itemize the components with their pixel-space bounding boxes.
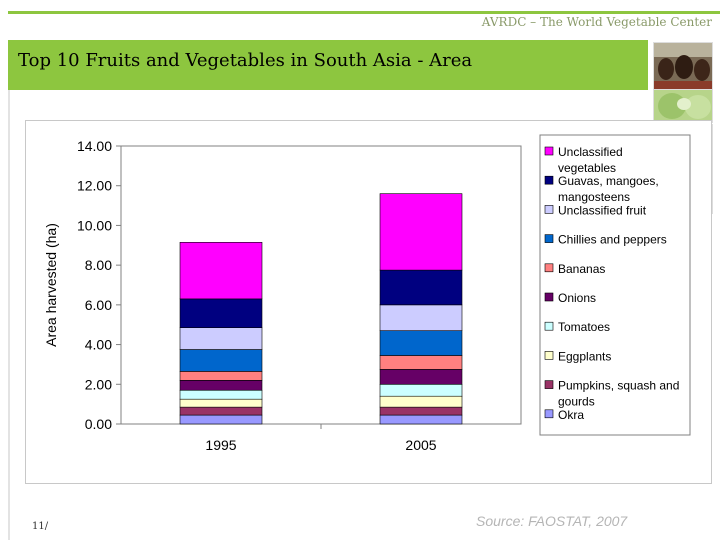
legend-swatch: [544, 380, 554, 389]
bar-segment: [379, 304, 463, 331]
legend-swatch: [544, 409, 554, 419]
page-number: 11/: [32, 521, 49, 532]
legend-label: Chillies and peppers: [558, 233, 667, 247]
bar-segment: [179, 414, 263, 425]
legend-label: Bananas: [558, 262, 605, 276]
y-tick-label: 2.00: [85, 376, 112, 392]
bar-segment: [379, 383, 463, 397]
legend-swatch: [544, 351, 554, 360]
bar-segment: [179, 327, 263, 350]
children-faces-photo: [653, 42, 713, 92]
bar-segment: [179, 406, 263, 416]
bar-segment: [379, 406, 463, 416]
legend-swatch: [544, 175, 554, 185]
y-axis-label: Area harvested (ha): [43, 223, 59, 347]
legend-swatch: [544, 234, 554, 243]
bar-segment: [179, 389, 263, 400]
y-tick-label: 14.00: [77, 138, 112, 154]
x-tick-label: 1995: [205, 437, 236, 453]
y-tick-label: 8.00: [85, 257, 112, 273]
bar-segment: [179, 380, 263, 391]
bar-segment: [379, 414, 463, 425]
bar-segment: [179, 242, 263, 300]
legend-label: Okra: [558, 408, 584, 422]
legend-label: Unclassified vegetables: [558, 145, 623, 175]
legend-label: Guavas, mangoes, mangosteens: [558, 174, 659, 204]
bar-segment: [379, 395, 463, 408]
legend-label: Onions: [558, 291, 596, 305]
header-rule: [8, 11, 720, 14]
bar-segment: [179, 398, 263, 408]
bar-segment: [379, 369, 463, 385]
bar-segment: [379, 193, 463, 271]
legend-swatch: [544, 292, 554, 302]
slide-title: Top 10 Fruits and Vegetables in South As…: [18, 50, 473, 71]
legend-swatch: [544, 321, 554, 331]
y-tick-label: 0.00: [85, 416, 112, 432]
stacked-bar-chart: 0.00 2.00 4.00 6.00 8.00 10.00 12.00 14.00 Area …: [43, 134, 691, 453]
y-tick-label: 6.00: [85, 297, 112, 313]
left-rule: [8, 90, 10, 540]
legend-swatch: [544, 205, 554, 214]
legend-label: Tomatoes: [558, 320, 610, 334]
legend-swatch: [544, 146, 554, 156]
legend-label: Unclassified fruit: [558, 203, 647, 217]
organization-name: AVRDC – The World Vegetable Center: [481, 15, 712, 29]
y-tick-label: 10.00: [77, 217, 112, 233]
legend-swatch: [544, 263, 554, 273]
x-tick-label: 2005: [405, 437, 436, 453]
title-bar: Top 10 Fruits and Vegetables in South As…: [8, 40, 648, 90]
cabbage-photo: [653, 89, 713, 123]
bar-segment: [179, 371, 263, 381]
legend-label: Pumpkins, squash and gourds: [558, 379, 679, 409]
bar-segment: [179, 349, 263, 372]
y-tick-label: 4.00: [85, 337, 112, 353]
bar-segment: [379, 355, 463, 370]
source-citation: Source: FAOSTAT, 2007: [476, 513, 628, 529]
bar-segment: [179, 298, 263, 328]
chart-container: 0.00 2.00 4.00 6.00 8.00 10.00 12.00 14.00 Area …: [25, 120, 712, 484]
bar-segment: [379, 330, 463, 356]
y-tick-label: 12.00: [77, 178, 112, 194]
legend-box: [539, 134, 691, 436]
legend-label: Eggplants: [558, 349, 611, 363]
bar-segment: [379, 269, 463, 306]
